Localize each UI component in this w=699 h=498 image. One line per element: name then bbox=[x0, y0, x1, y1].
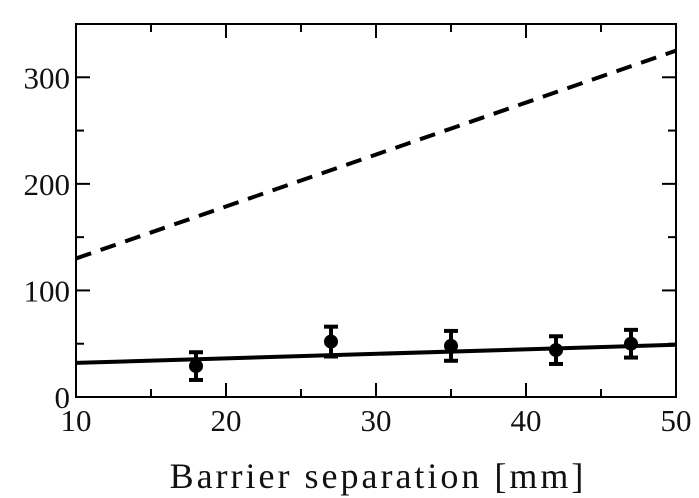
y-tick-label: 300 bbox=[24, 60, 71, 95]
data-point bbox=[324, 334, 338, 349]
x-tick-label: 50 bbox=[661, 403, 692, 438]
x-tick-label: 40 bbox=[511, 403, 542, 438]
axis-ticks bbox=[76, 24, 676, 397]
dashed-line-series bbox=[75, 48, 677, 261]
data-point bbox=[549, 343, 563, 358]
y-tick-label: 100 bbox=[24, 273, 71, 308]
y-tick-label: 200 bbox=[24, 167, 71, 202]
x-tick-label: 30 bbox=[361, 403, 392, 438]
y-tick-label: 0 bbox=[55, 380, 71, 415]
series-layer bbox=[75, 48, 677, 382]
solid-line-series bbox=[75, 342, 677, 365]
x-tick-label: 10 bbox=[61, 403, 92, 438]
x-axis-title: Barrier separation [mm] bbox=[170, 456, 587, 496]
x-tick-label: 20 bbox=[211, 403, 242, 438]
plot-frame bbox=[75, 23, 677, 398]
data-point bbox=[624, 336, 638, 351]
data-point bbox=[189, 359, 203, 374]
tick-labels: 10 20 30 40 50 0 100 200 300 bbox=[24, 60, 692, 438]
data-point bbox=[444, 338, 458, 353]
